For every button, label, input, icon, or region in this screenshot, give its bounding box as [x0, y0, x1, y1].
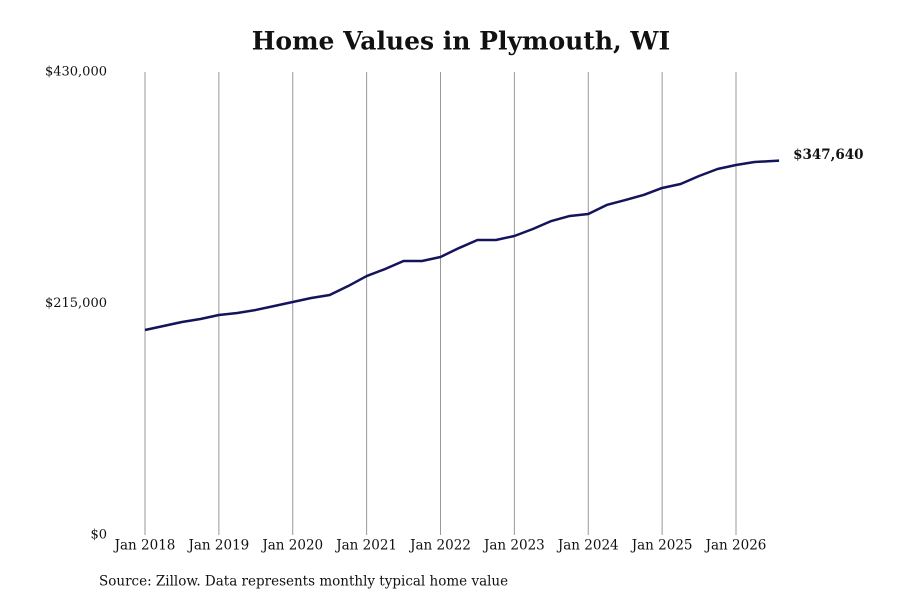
x-tick-label: Jan 2022 [408, 538, 471, 554]
x-tick-label: Jan 2019 [186, 538, 249, 554]
source-note: Source: Zillow. Data represents monthly … [99, 574, 508, 590]
x-tick-label: Jan 2026 [704, 538, 767, 554]
y-tick-label: $215,000 [45, 296, 107, 311]
y-tick-label: $0 [90, 528, 107, 543]
x-tick-label: Jan 2024 [556, 538, 619, 554]
value-label: $347,640 [793, 147, 863, 163]
line [144, 159, 780, 332]
y-tick-label: $430,000 [45, 65, 107, 80]
chart-title: Home Values in Plymouth, WI [252, 27, 670, 56]
x-tick-label: Jan 2021 [334, 538, 397, 554]
x-tick-label: Jan 2023 [482, 538, 545, 554]
x-tick-label: Jan 2025 [630, 538, 693, 554]
x-tick-label: Jan 2018 [113, 538, 176, 554]
x-tick-label: Jan 2020 [260, 538, 323, 554]
